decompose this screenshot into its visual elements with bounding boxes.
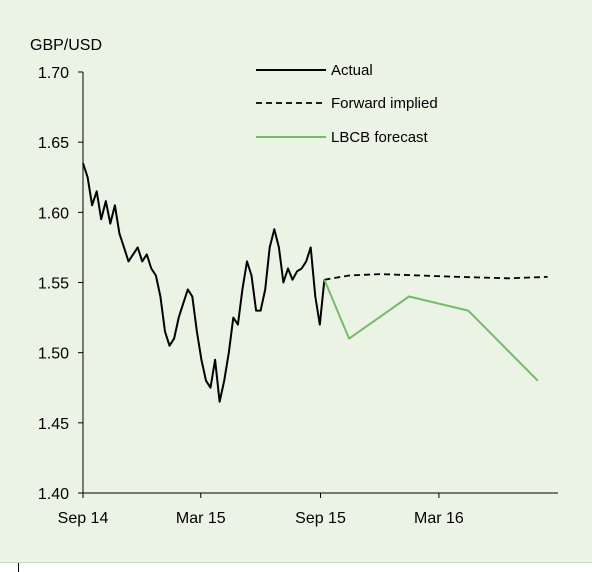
y-tick-label: 1.45: [38, 416, 69, 433]
axes: [78, 71, 558, 498]
series-forward-implied: [324, 273, 548, 281]
y-tick-label: 1.60: [38, 205, 69, 222]
series-lbcb-forecast: [323, 279, 539, 382]
x-tick-label: Mar 15: [176, 510, 226, 527]
x-tick-label: Mar 16: [414, 510, 464, 527]
y-tick-label: 1.40: [38, 486, 69, 503]
legend-label: Forward implied: [331, 95, 438, 112]
bottom-divider: [0, 562, 592, 563]
legend-label: Actual: [331, 62, 373, 79]
y-axis-title: GBP/USD: [30, 37, 102, 54]
x-tick-label: Sep 15: [295, 510, 346, 527]
y-tick-label: 1.55: [38, 276, 69, 293]
y-tick-label: 1.70: [38, 65, 69, 82]
legend-label: LBCB forecast: [331, 129, 429, 146]
x-tick-label: Sep 14: [58, 510, 109, 527]
y-tick-labels: 1.70 1.65 1.60 1.55 1.50 1.45 1.40: [38, 65, 69, 503]
series-lines: [82, 162, 548, 403]
series-actual: [82, 162, 326, 403]
x-tick-labels: Sep 14 Mar 15 Sep 15 Mar 16: [58, 510, 464, 527]
corner-tick-mark: [18, 563, 19, 572]
legend: Actual Forward implied LBCB forecast: [256, 62, 438, 146]
y-tick-label: 1.50: [38, 346, 69, 363]
y-tick-label: 1.65: [38, 135, 69, 152]
